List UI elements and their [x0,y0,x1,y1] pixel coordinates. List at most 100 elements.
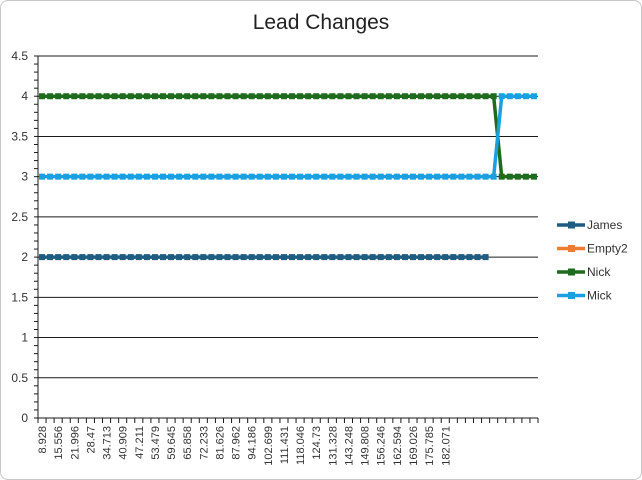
data-point-nick [143,93,150,100]
x-tick-label: 8.928 [37,426,49,454]
data-point-mick [329,173,336,180]
legend-label-empty2: Empty2 [587,242,628,256]
data-point-james [353,254,360,261]
data-point-mick [232,173,239,180]
data-point-james [55,254,62,261]
data-point-james [127,254,134,261]
data-point-james [151,254,158,261]
data-point-nick [119,93,126,100]
data-point-james [192,254,199,261]
legend-label-mick: Mick [587,289,613,303]
data-point-nick [256,93,263,100]
data-point-james [224,254,231,261]
data-point-mick [514,93,521,100]
legend-marker-mick [568,292,575,299]
x-tick-label: 182.071 [440,426,452,466]
data-point-nick [55,93,62,100]
data-point-james [369,254,376,261]
data-point-james [418,254,425,261]
data-point-james [329,254,336,261]
data-point-nick [216,93,223,100]
data-point-nick [272,93,279,100]
data-point-mick [87,173,94,180]
data-point-mick [79,173,86,180]
data-point-mick [418,173,425,180]
data-point-nick [168,93,175,100]
data-point-mick [490,173,497,180]
data-point-nick [313,93,320,100]
x-tick-label: 65.858 [182,426,194,460]
data-point-james [426,254,433,261]
data-point-mick [95,173,102,180]
x-tick-label: 59.645 [166,426,178,460]
data-point-nick [71,93,78,100]
data-point-james [47,254,54,261]
data-point-nick [224,93,231,100]
data-point-mick [353,173,360,180]
data-point-nick [498,173,505,180]
data-point-james [401,254,408,261]
x-tick-label: 156.246 [376,426,388,466]
data-point-nick [151,93,158,100]
data-point-mick [176,173,183,180]
data-point-mick [530,93,537,100]
data-point-nick [95,93,102,100]
data-point-mick [143,173,150,180]
data-point-james [377,254,384,261]
data-point-nick [232,93,239,100]
data-point-nick [184,93,191,100]
data-point-james [71,254,78,261]
data-point-james [160,254,166,261]
data-point-nick [337,93,344,100]
data-point-mick [426,173,433,180]
data-point-nick [200,93,207,100]
legend-label-nick: Nick [587,265,611,279]
x-tick-label: 175.785 [424,426,436,466]
data-point-mick [313,173,320,180]
data-point-nick [248,93,255,100]
data-point-mick [377,173,384,180]
data-point-james [39,254,46,261]
data-point-nick [490,93,497,100]
data-point-nick [240,93,247,100]
x-tick-label: 162.594 [392,426,404,466]
data-point-nick [264,93,271,100]
data-point-james [119,254,126,261]
data-point-nick [176,93,183,100]
data-point-mick [55,173,62,180]
data-point-james [482,254,489,261]
data-point-mick [474,173,481,180]
data-point-james [321,254,328,261]
data-point-mick [111,173,118,180]
x-tick-label: 124.73 [311,426,323,460]
legend-label-james: James [587,218,622,232]
data-point-james [264,254,271,261]
data-point-james [176,254,183,261]
data-point-james [87,254,94,261]
x-tick-label: 118.046 [295,426,307,465]
data-point-nick [401,93,408,100]
x-tick-label: 131.328 [327,426,339,466]
data-point-nick [160,93,166,100]
data-point-mick [289,173,296,180]
data-point-nick [466,93,473,100]
data-point-mick [345,173,352,180]
data-point-james [79,254,86,261]
data-point-nick [127,93,134,100]
data-point-james [442,254,449,261]
data-point-mick [103,173,110,180]
legend-marker-nick [568,268,575,276]
data-point-mick [434,173,441,180]
data-point-james [361,254,368,261]
data-point-james [240,254,247,261]
data-point-mick [280,173,287,180]
data-point-mick [337,173,344,180]
data-point-nick [434,93,441,100]
data-point-nick [39,93,46,100]
data-point-nick [377,93,384,100]
data-point-mick [466,173,473,180]
data-point-mick [401,173,408,180]
data-point-nick [135,93,142,100]
x-tick-label: 143.248 [343,426,355,466]
